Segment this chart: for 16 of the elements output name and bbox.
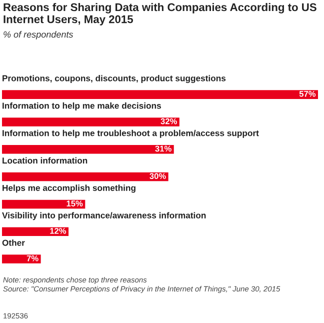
chart-subtitle: % of respondents <box>4 31 74 40</box>
chart-title: Reasons for Sharing Data with Companies According to US Internet Users, May 2015 <box>4 3 316 26</box>
data-label: 15% <box>66 200 83 206</box>
data-label: 12% <box>50 228 66 234</box>
y-tick-label: Other <box>2 239 25 246</box>
y-tick-label: Promotions, coupons, discounts, product suggestions <box>2 74 226 84</box>
data-label: 31% <box>155 146 172 152</box>
y-tick-label: Visibility into performance/awareness information <box>2 212 206 220</box>
data-label: 32% <box>160 118 177 124</box>
y-tick-label: Location information <box>2 157 88 164</box>
y-tick-label: Information to help me make decisions <box>2 102 161 110</box>
y-tick-label: Helps me accomplish something <box>2 184 136 193</box>
data-label: 30% <box>150 173 166 180</box>
data-label: 57% <box>299 90 316 97</box>
y-tick-label: Information to help me troubleshoot a problem/access support <box>2 130 259 138</box>
data-label: 7% <box>26 255 38 262</box>
